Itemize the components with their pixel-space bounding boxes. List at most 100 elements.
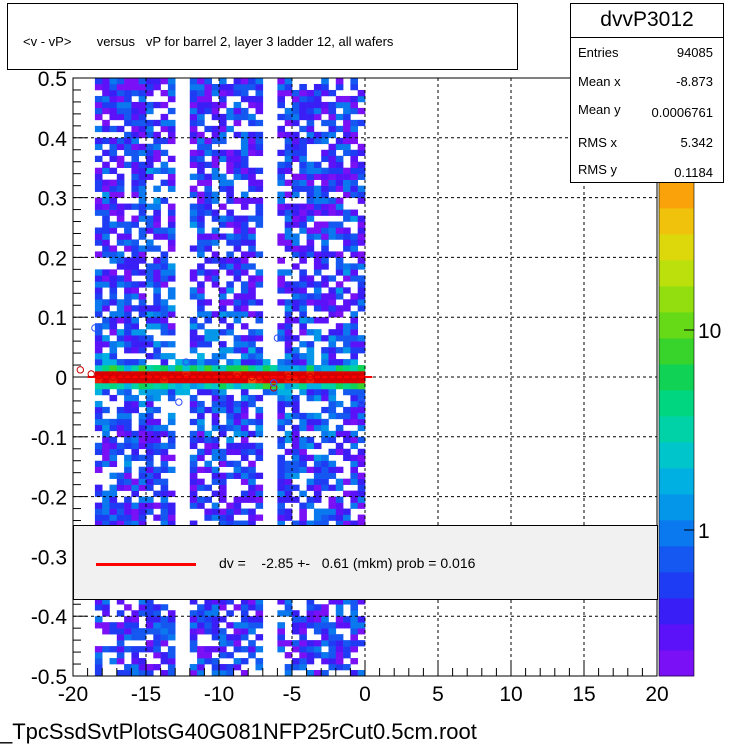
heatmap-cell (167, 377, 176, 384)
heatmap-cell (357, 89, 366, 97)
heatmap-cell (102, 508, 110, 515)
x-tick-label: -20 (58, 683, 88, 706)
heatmap-cell (357, 502, 366, 509)
heatmap-cell (219, 520, 227, 527)
heatmap-cell (299, 149, 307, 157)
heatmap-cell (277, 436, 285, 444)
heatmap-cell (335, 478, 344, 485)
heatmap-cell (219, 341, 227, 348)
heatmap-cell (284, 167, 293, 174)
heatmap-cell (343, 454, 351, 462)
heatmap-cell (116, 239, 125, 246)
heatmap-cell (153, 353, 161, 360)
heatmap-cell (313, 484, 322, 491)
heatmap-cell (299, 520, 307, 527)
heatmap-cell (255, 269, 264, 276)
heatmap-cell (306, 95, 315, 103)
heatmap-cell (160, 628, 169, 635)
heatmap-cell (160, 89, 169, 97)
heatmap-cell (306, 173, 315, 180)
heatmap-cell (226, 508, 234, 515)
heatmap-cell (109, 353, 118, 360)
y-tick-label: -0.4 (31, 606, 68, 629)
heatmap-cell (240, 149, 249, 157)
heatmap-cell (306, 185, 315, 192)
heatmap-cell (226, 197, 234, 204)
heatmap-cell (277, 125, 285, 133)
heatmap-cell (233, 646, 242, 653)
heatmap-cell (153, 640, 161, 647)
heatmap-cell (321, 299, 329, 306)
heatmap-cell (277, 209, 285, 216)
heatmap-cell (138, 628, 147, 635)
heatmap-cell (160, 305, 169, 312)
heatmap-cell (189, 478, 198, 485)
heatmap-cell (153, 502, 161, 509)
heatmap-cell (292, 221, 300, 228)
heatmap-cell (299, 227, 307, 234)
heatmap-cell (102, 191, 110, 198)
heatmap-cell (335, 293, 344, 300)
heatmap-cell (343, 287, 351, 294)
heatmap-cell (292, 664, 300, 671)
heatmap-cell (350, 454, 358, 462)
heatmap-cell (116, 520, 125, 527)
heatmap-cell (292, 646, 300, 653)
heatmap-cell (138, 269, 147, 276)
heatmap-cell (277, 365, 285, 372)
heatmap-cell (240, 203, 249, 210)
heatmap-cell (335, 101, 344, 109)
heatmap-cell (350, 167, 358, 174)
heatmap-cell (211, 257, 220, 264)
palette-swatch (659, 442, 694, 469)
heatmap-cell (175, 388, 183, 396)
heatmap-cell (189, 418, 198, 426)
heatmap-cell (284, 496, 293, 503)
heatmap-cell (255, 365, 264, 372)
heatmap-cell (197, 155, 205, 163)
heatmap-cell (350, 490, 358, 497)
heatmap-cell (292, 353, 300, 360)
heatmap-cell (328, 484, 337, 491)
heatmap-cell (131, 400, 139, 408)
heatmap-cell (211, 466, 220, 473)
heatmap-cell (335, 365, 344, 372)
chart-title: <v - vP> versus vP for barrel 2, layer 3… (23, 34, 394, 49)
heatmap-cell (197, 388, 205, 396)
heatmap-cell (109, 281, 118, 288)
heatmap-cell (357, 514, 366, 521)
heatmap-cell (306, 442, 315, 450)
heatmap-cell (102, 245, 110, 252)
heatmap-cell (116, 406, 125, 414)
heatmap-cell (167, 203, 176, 210)
heatmap-cell (219, 311, 227, 318)
heatmap-cell (343, 113, 351, 121)
heatmap-cell (131, 652, 139, 659)
heatmap-cell (167, 514, 176, 521)
heatmap-cell (335, 161, 344, 168)
heatmap-cell (226, 412, 234, 420)
heatmap-cell (153, 652, 161, 659)
heatmap-cell (321, 418, 329, 426)
heatmap-cell (124, 604, 132, 611)
heatmap-cell (189, 628, 198, 635)
heatmap-cell (124, 616, 132, 623)
heatmap-cell (350, 317, 358, 324)
heatmap-cell (211, 281, 220, 288)
heatmap-cell (138, 472, 147, 479)
heatmap-cell (284, 191, 293, 198)
heatmap-cell (277, 466, 285, 473)
heatmap-cell (138, 466, 147, 473)
heatmap-cell (284, 143, 293, 151)
heatmap-cell (204, 257, 212, 264)
heatmap-cell (124, 365, 132, 372)
y-tick-label: -0.5 (31, 666, 67, 689)
heatmap-cell (226, 424, 234, 432)
heatmap-cell (328, 287, 337, 294)
heatmap-cell (343, 382, 351, 390)
heatmap-cell (211, 418, 220, 426)
heatmap-cell (116, 311, 125, 318)
profile-point (124, 372, 132, 381)
heatmap-cell (299, 251, 307, 258)
heatmap-cell (299, 101, 307, 109)
